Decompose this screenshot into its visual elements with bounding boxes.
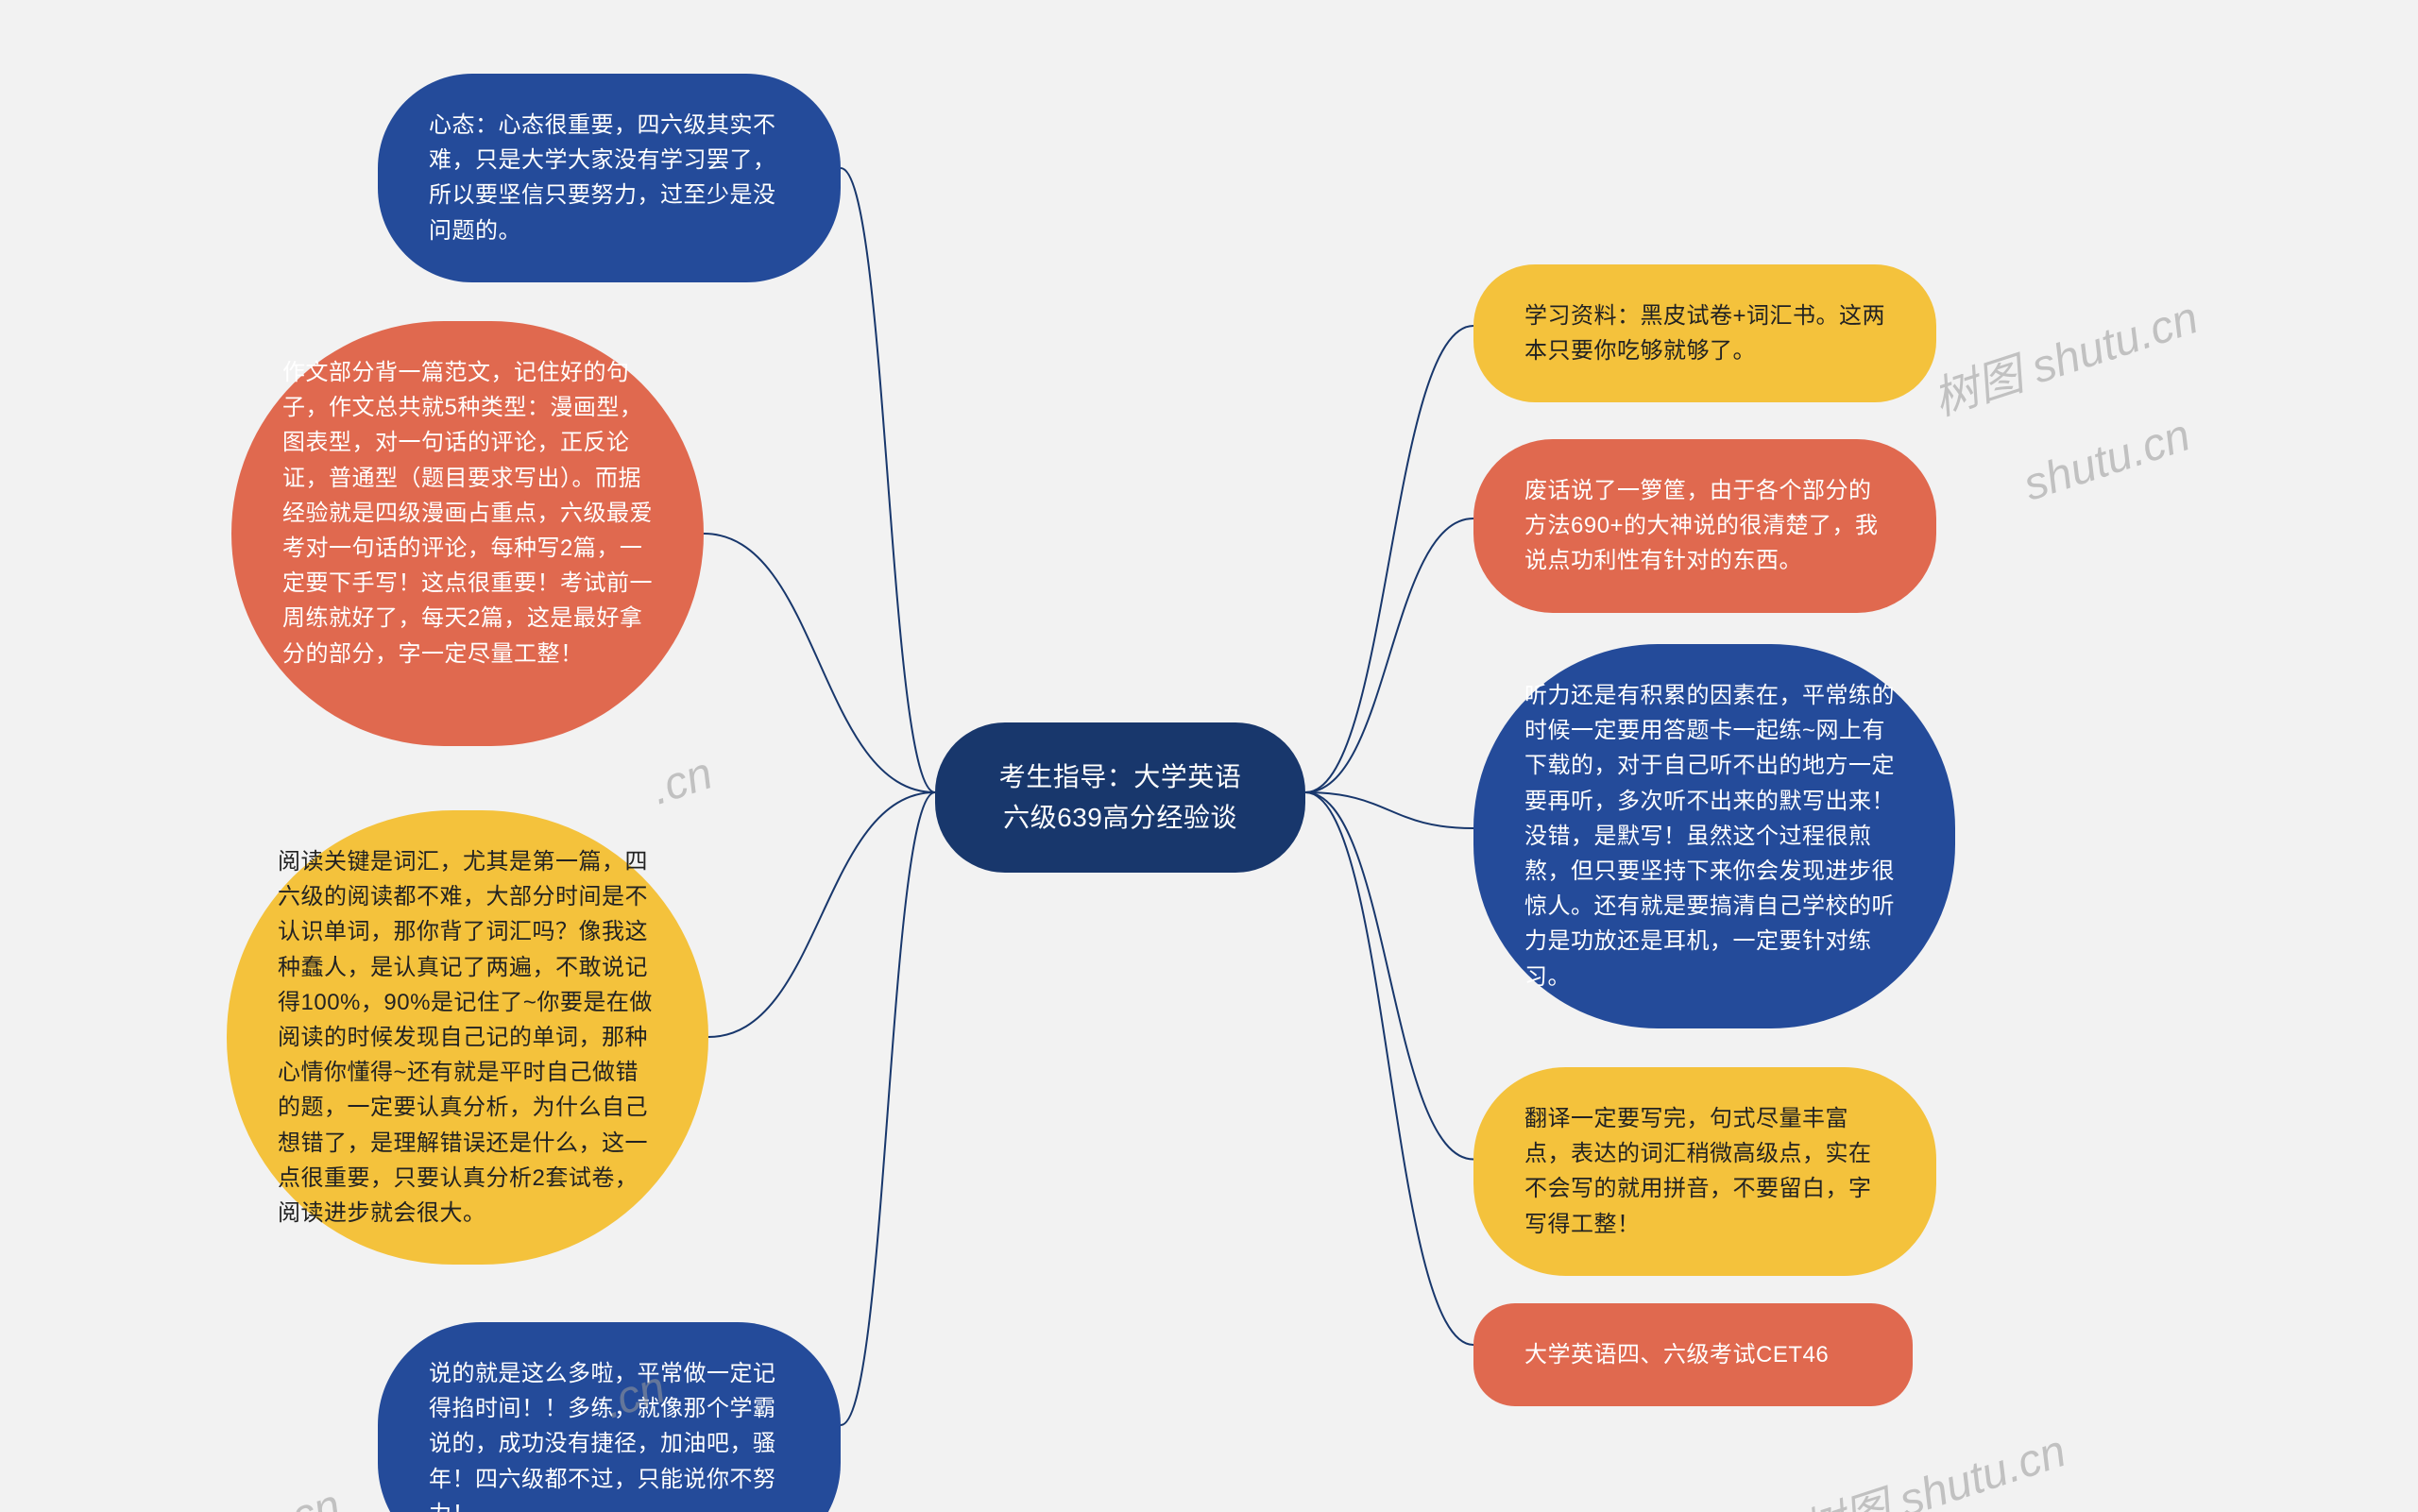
node-r4: 翻译一定要写完，句式尽量丰富点，表达的词汇稍微高级点，实在不会写的就用拼音，不要… (1473, 1067, 1936, 1276)
center-text: 考生指导：大学英语六级639高分经验谈 (986, 756, 1254, 839)
node-r3: 听力还是有积累的因素在，平常练的时候一定要用答题卡一起练~网上有下载的，对于自己… (1473, 644, 1955, 1028)
connector (841, 168, 935, 792)
node-r2: 废话说了一箩筐，由于各个部分的方法690+的大神说的很清楚了，我说点功利性有针对… (1473, 439, 1936, 613)
node-l3-text: 阅读关键是词汇，尤其是第一篇，四六级的阅读都不难，大部分时间是不认识单词，那你背… (278, 849, 653, 1226)
watermark: .cn (645, 747, 719, 815)
watermark: 树图 shutu.cn (1791, 1414, 2072, 1512)
connector (1305, 518, 1473, 792)
watermark: 树图 shutu.cn (1923, 280, 2205, 428)
node-r2-text: 废话说了一箩筐，由于各个部分的方法690+的大神说的很清楚了，我说点功利性有针对… (1524, 478, 1879, 573)
node-l1: 心态：心态很重要，四六级其实不难，只是大学大家没有学习罢了，所以要坚信只要努力，… (378, 74, 841, 282)
node-r5-text: 大学英语四、六级考试CET46 (1524, 1342, 1829, 1368)
node-l4-text: 说的就是这么多啦，平常做一定记得掐时间！！多练，就像那个学霸说的，成功没有捷径，… (429, 1361, 776, 1512)
connector (708, 792, 935, 1037)
node-r4-text: 翻译一定要写完，句式尽量丰富点，表达的词汇稍微高级点，实在不会写的就用拼音，不要… (1524, 1106, 1872, 1237)
node-r1-text: 学习资料：黑皮试卷+词汇书。这两本只要你吃够就够了。 (1524, 303, 1885, 364)
node-r1: 学习资料：黑皮试卷+词汇书。这两本只要你吃够就够了。 (1473, 264, 1936, 402)
node-l3: 阅读关键是词汇，尤其是第一篇，四六级的阅读都不难，大部分时间是不认识单词，那你背… (227, 810, 708, 1265)
node-r5: 大学英语四、六级考试CET46 (1473, 1303, 1913, 1406)
center-node: 考生指导：大学英语六级639高分经验谈 (935, 722, 1305, 873)
watermark: 图 shutu.cn (109, 1468, 348, 1512)
node-l2: 作文部分背一篇范文，记住好的句子，作文总共就5种类型：漫画型，图表型，对一句话的… (231, 321, 704, 746)
connector (1305, 326, 1473, 792)
node-r3-text: 听力还是有积累的因素在，平常练的时候一定要用答题卡一起练~网上有下载的，对于自己… (1524, 683, 1895, 990)
watermark: shutu.cn (2018, 409, 2197, 511)
connector (1305, 792, 1473, 1160)
node-l1-text: 心态：心态很重要，四六级其实不难，只是大学大家没有学习罢了，所以要坚信只要努力，… (429, 112, 776, 244)
node-l2-text: 作文部分背一篇范文，记住好的句子，作文总共就5种类型：漫画型，图表型，对一句话的… (282, 360, 653, 667)
node-l4: 说的就是这么多啦，平常做一定记得掐时间！！多练，就像那个学霸说的，成功没有捷径，… (378, 1322, 841, 1512)
connector (841, 792, 935, 1425)
mindmap-stage: 考生指导：大学英语六级639高分经验谈 心态：心态很重要，四六级其实不难，只是大学… (0, 0, 2418, 1512)
connector (1305, 792, 1473, 1345)
connector (1305, 792, 1473, 828)
connector (704, 534, 935, 792)
